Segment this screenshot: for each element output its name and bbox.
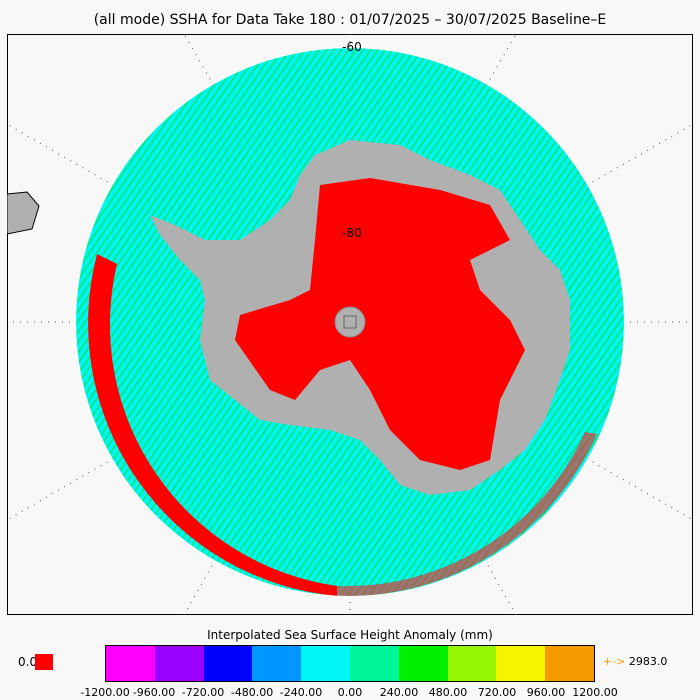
colorbar-tick-label: 1200.00 [572, 686, 618, 699]
colorbar-swatch [154, 646, 204, 681]
underflow-label: 0.0 [18, 655, 38, 669]
antarctic-ice-anomaly [235, 178, 525, 470]
colorbar-swatch [545, 646, 594, 681]
polar-map: -60 -80 [7, 34, 693, 615]
colorbar-swatch [496, 646, 546, 681]
colorbar-swatch [203, 646, 253, 681]
colorbar-swatch [398, 646, 448, 681]
colorbar-tick-label: -720.00 [181, 686, 225, 699]
colorbar-swatch [349, 646, 399, 681]
pole-hole [334, 306, 366, 338]
lat-label-80: -80 [342, 226, 362, 240]
colorbar [105, 645, 595, 682]
overflow-indicator: +-> 2983.0 [603, 655, 667, 668]
colorbar-tick-label: -960.00 [132, 686, 176, 699]
colorbar-swatch [301, 646, 350, 681]
south-america-landmass [7, 191, 40, 235]
overflow-arrow: +-> [603, 655, 626, 668]
colorbar-tick-label: 480.00 [428, 686, 468, 699]
colorbar-swatch [106, 646, 155, 681]
figure-title: (all mode) SSHA for Data Take 180 : 01/0… [93, 12, 607, 28]
colorbar-title: Interpolated Sea Surface Height Anomaly … [207, 628, 493, 642]
colorbar-tick-label: -480.00 [230, 686, 274, 699]
colorbar-tick-label: 240.00 [379, 686, 419, 699]
underflow-swatch [35, 654, 53, 670]
colorbar-tick-label: -240.00 [279, 686, 323, 699]
colorbar-tick-label: 0.00 [337, 686, 363, 699]
colorbar-tick-label: 960.00 [526, 686, 566, 699]
colorbar-tick-label: -1200.00 [80, 686, 130, 699]
lat-label-60: -60 [342, 40, 362, 54]
overflow-value: 2983.0 [628, 655, 668, 668]
colorbar-swatch [252, 646, 302, 681]
colorbar-tick-label: 720.00 [477, 686, 517, 699]
pole-marker [343, 315, 357, 329]
colorbar-swatch [447, 646, 497, 681]
